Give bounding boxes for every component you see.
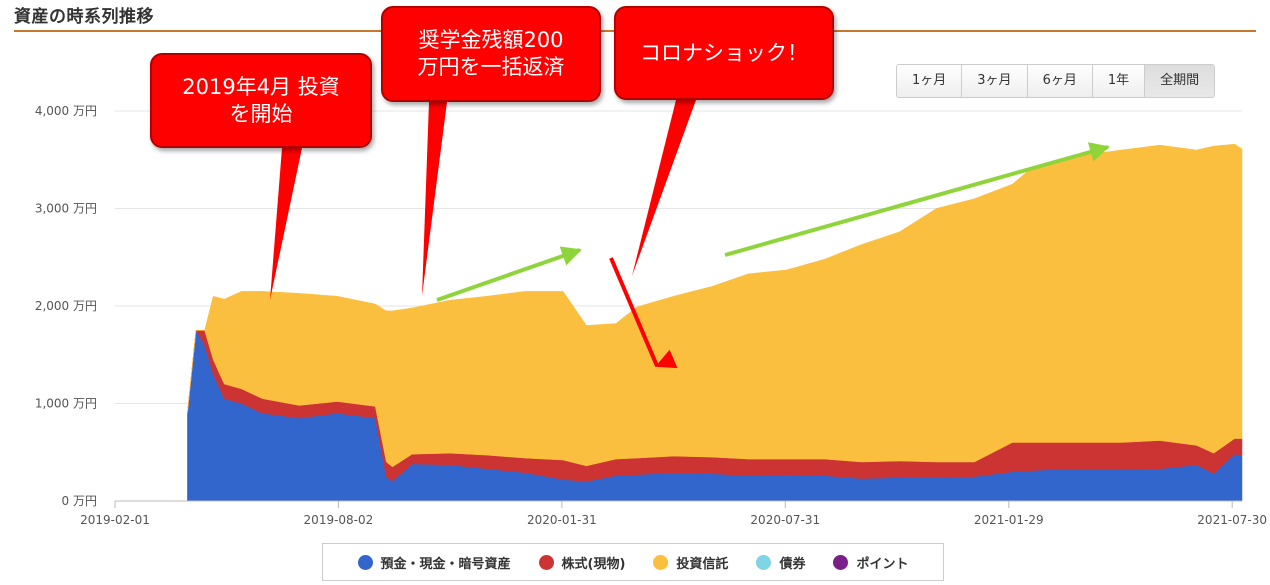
y-tick-label: 0 万円 bbox=[62, 494, 97, 508]
section-title: 資産の時系列推移 bbox=[14, 7, 154, 27]
y-tick-label: 1,000 万円 bbox=[35, 397, 97, 411]
y-tick-label: 2,000 万円 bbox=[35, 299, 97, 313]
callout-start-investing: 2019年4月 投資 を開始 bbox=[150, 53, 372, 148]
callout-pointer-corona bbox=[632, 100, 696, 276]
x-tick-label: 2021-07-30 bbox=[1197, 513, 1267, 527]
legend-dot-deposits bbox=[357, 554, 373, 570]
callout-corona-shock: コロナショック！ bbox=[614, 6, 834, 100]
x-tick-label: 2020-01-31 bbox=[527, 513, 597, 527]
legend-item-points[interactable]: ポイント bbox=[833, 553, 908, 572]
chart-legend: 預金・現金・暗号資産 株式(現物) 投資信託 債券 ポイント bbox=[322, 543, 944, 581]
legend-item-funds[interactable]: 投資信託 bbox=[653, 553, 728, 572]
legend-dot-points bbox=[833, 554, 849, 570]
legend-item-deposits[interactable]: 預金・現金・暗号資産 bbox=[357, 553, 511, 572]
axes: 0 万円 1,000 万円 2,000 万円 3,000 万円 4,000 万円 2019… bbox=[35, 104, 1267, 527]
range-selector: 1ヶ月 3ヶ月 6ヶ月 1年 全期間 bbox=[896, 64, 1216, 98]
range-1-year-button[interactable]: 1年 bbox=[1092, 65, 1146, 97]
legend-label-deposits: 預金・現金・暗号資産 bbox=[380, 556, 511, 572]
green-up-arrow-2 bbox=[724, 142, 1110, 257]
legend-label-stocks: 株式(現物) bbox=[561, 556, 626, 572]
stacked-areas bbox=[187, 143, 1243, 502]
legend-label-points: ポイント bbox=[856, 556, 909, 572]
area-series-2 bbox=[187, 143, 1243, 468]
x-tick-label: 2020-07-31 bbox=[750, 513, 820, 527]
range-3-month-button[interactable]: 3ヶ月 bbox=[962, 65, 1028, 97]
red-down-arrow bbox=[609, 257, 678, 369]
legend-label-funds: 投資信託 bbox=[676, 556, 729, 572]
range-all-button[interactable]: 全期間 bbox=[1145, 65, 1215, 97]
callout-pointer-start bbox=[270, 148, 302, 300]
legend-item-stocks[interactable]: 株式(現物) bbox=[538, 553, 626, 572]
legend-dot-funds bbox=[653, 554, 669, 570]
y-tick-label: 3,000 万円 bbox=[35, 202, 97, 216]
range-6-month-button[interactable]: 6ヶ月 bbox=[1027, 65, 1093, 97]
annotations bbox=[270, 100, 1110, 369]
legend-label-bonds: 債券 bbox=[779, 556, 806, 572]
range-1-month-button[interactable]: 1ヶ月 bbox=[897, 65, 963, 97]
x-tick-label: 2021-01-29 bbox=[974, 513, 1044, 527]
callout-pointer-repaid bbox=[422, 102, 447, 296]
callout-loan-repaid: 奨学金残額200 万円を一括返済 bbox=[381, 6, 601, 102]
legend-item-bonds[interactable]: 債券 bbox=[756, 553, 805, 572]
asset-area-chart: 0 万円 1,000 万円 2,000 万円 3,000 万円 4,000 万円 2019… bbox=[35, 100, 1267, 527]
x-tick-label: 2019-02-01 bbox=[80, 513, 150, 527]
green-up-arrow-1 bbox=[436, 246, 582, 302]
x-tick-label: 2019-08-02 bbox=[304, 513, 374, 527]
legend-dot-bonds bbox=[756, 554, 772, 570]
legend-dot-stocks bbox=[538, 554, 554, 570]
y-tick-label: 4,000 万円 bbox=[35, 104, 97, 118]
